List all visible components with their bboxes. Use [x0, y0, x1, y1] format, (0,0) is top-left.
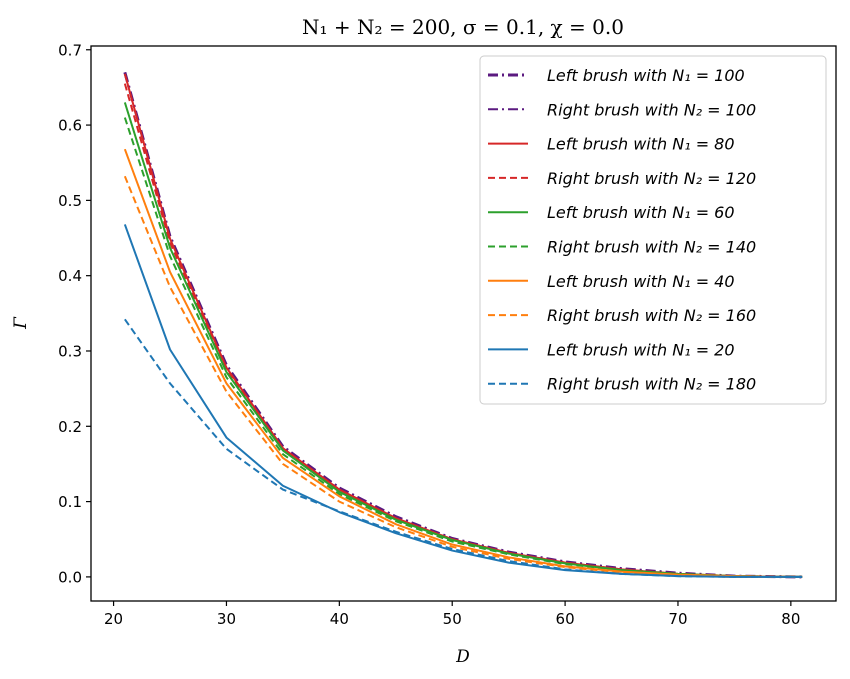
y-axis-label: Γ	[11, 316, 31, 330]
series-line-7	[123, 148, 803, 578]
plot-frame	[90, 45, 837, 602]
legend-label: Right brush with N₂ = 120	[547, 169, 756, 188]
x-tick-label: 60	[556, 610, 575, 628]
x-tick-label: 80	[781, 610, 800, 628]
legend: Left brush with N₁ = 100 Right brush with…	[479, 55, 827, 405]
legend-item: Left brush with N₁ = 80	[488, 135, 735, 154]
legend-label: Left brush with N₁ = 20	[547, 340, 735, 359]
legend-item: Right brush with N₂ = 180	[488, 375, 756, 394]
legend-box	[479, 55, 827, 405]
legend-item: Left brush with N₁ = 40	[488, 272, 735, 291]
series-line-10	[124, 318, 803, 578]
legend-item: Left brush with N₁ = 20	[488, 340, 735, 359]
legend-label: Right brush with N₂ = 100	[547, 100, 756, 119]
y-tick-label: 0.2	[58, 418, 82, 436]
x-tick-label: 70	[668, 610, 687, 628]
x-axis-label: D	[455, 647, 470, 667]
x-tick-label: 50	[443, 610, 462, 628]
y-tick-label: 0.3	[58, 342, 82, 360]
legend-label: Right brush with N₂ = 180	[547, 375, 756, 394]
legend-label: Left brush with N₁ = 80	[547, 135, 735, 154]
x-axis: 20 30 40 50 60 70 80	[104, 601, 800, 628]
legend-item: Right brush with N₂ = 100	[488, 100, 756, 119]
y-tick-label: 0.4	[58, 267, 82, 285]
legend-label: Left brush with N₁ = 100	[547, 66, 745, 85]
chart-title: N₁ + N₂ = 200, σ = 0.1, χ = 0.0	[302, 15, 624, 39]
legend-label: Right brush with N₂ = 160	[547, 306, 756, 325]
y-axis: 0.0 0.1 0.2 0.3 0.4 0.5 0.6 0.7	[58, 41, 91, 586]
legend-item: Right brush with N₂ = 120	[488, 169, 756, 188]
legend-items: Left brush with N₁ = 100 Right brush with…	[488, 66, 756, 394]
y-tick-label: 0.6	[58, 117, 82, 135]
y-tick-label: 0.7	[58, 41, 82, 59]
x-tick-label: 20	[104, 610, 123, 628]
legend-label: Left brush with N₁ = 60	[547, 203, 735, 222]
y-tick-label: 0.5	[58, 192, 82, 210]
series-line-8	[123, 175, 803, 578]
x-tick-label: 30	[217, 610, 236, 628]
plot-lines	[123, 71, 803, 579]
y-tick-label: 0.1	[58, 493, 82, 511]
legend-label: Left brush with N₁ = 40	[547, 272, 735, 291]
legend-item: Right brush with N₂ = 160	[488, 306, 756, 325]
legend-item: Left brush with N₁ = 100	[488, 66, 745, 85]
legend-item: Right brush with N₂ = 140	[488, 238, 756, 257]
legend-label: Right brush with N₂ = 140	[547, 238, 756, 257]
y-tick-label: 0.0	[58, 568, 82, 586]
legend-item: Left brush with N₁ = 60	[488, 203, 735, 222]
x-tick-label: 40	[330, 610, 349, 628]
